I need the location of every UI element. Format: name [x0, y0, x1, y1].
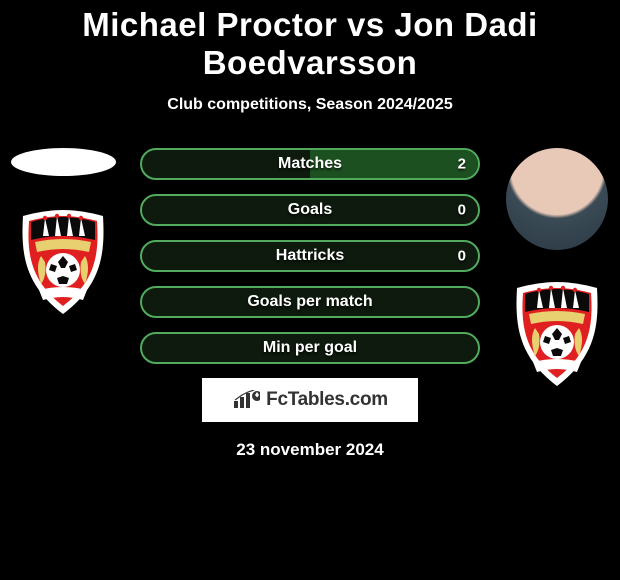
stat-value-right: 0	[458, 202, 466, 219]
player-left-club-badge	[13, 206, 113, 318]
stat-bar: Goals 0	[140, 194, 480, 226]
stat-label: Goals per match	[247, 293, 372, 311]
stat-label: Goals	[288, 201, 332, 219]
stat-bar: Min per goal	[140, 332, 480, 364]
comparison-subtitle: Club competitions, Season 2024/2025	[0, 96, 620, 114]
player-right-column	[502, 148, 612, 390]
fctables-logo-icon	[232, 390, 260, 410]
stat-value-right: 0	[458, 248, 466, 265]
player-left-column	[8, 148, 118, 318]
comparison-title: Michael Proctor vs Jon Dadi Boedvarsson	[0, 0, 620, 82]
player-left-photo-placeholder	[11, 148, 116, 176]
watermark-badge: FcTables.com	[202, 378, 418, 422]
player-right-club-badge	[507, 278, 607, 390]
player-right-photo	[506, 148, 608, 250]
stats-bars: Matches 2 Goals 0 Hattricks 0 Goals per match M…	[140, 148, 480, 364]
comparison-date: 23 november 2024	[0, 440, 620, 460]
stat-value-right: 2	[458, 156, 466, 173]
stat-bar: Goals per match	[140, 286, 480, 318]
comparison-content: Matches 2 Goals 0 Hattricks 0 Goals per match M…	[0, 148, 620, 460]
stat-label: Min per goal	[263, 339, 357, 357]
stat-bar: Hattricks 0	[140, 240, 480, 272]
stat-label: Matches	[278, 155, 342, 173]
stat-bar: Matches 2	[140, 148, 480, 180]
watermark-text: FcTables.com	[266, 389, 388, 411]
stat-label: Hattricks	[276, 247, 344, 265]
